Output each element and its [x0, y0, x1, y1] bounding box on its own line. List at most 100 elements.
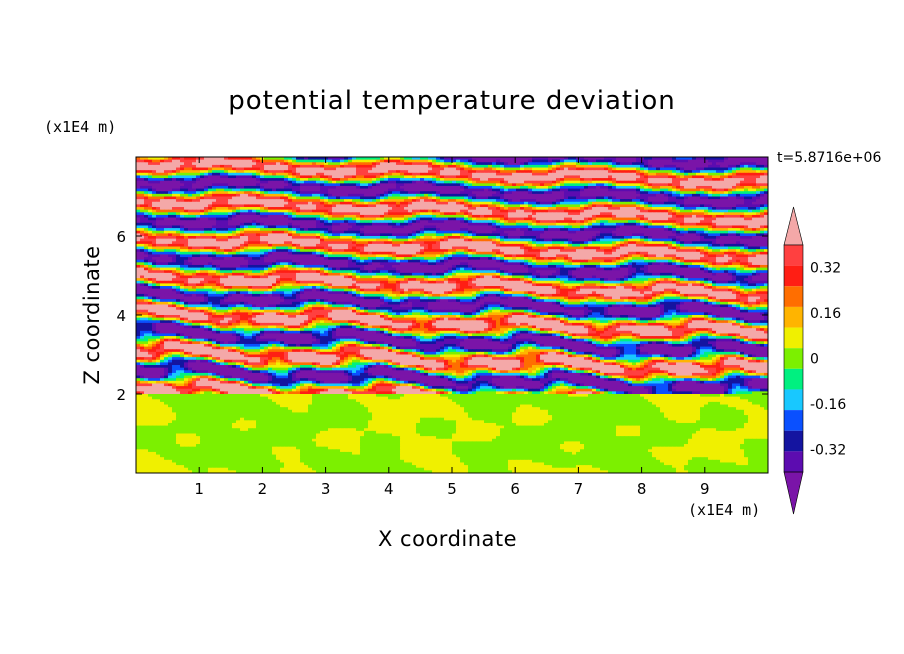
contour-cell — [520, 228, 524, 231]
contour-cell — [224, 218, 228, 221]
contour-cell — [396, 220, 400, 223]
contour-cell — [288, 165, 292, 168]
contour-cell — [760, 165, 764, 168]
contour-cell — [460, 168, 464, 171]
contour-cell — [196, 220, 200, 223]
contour-cell — [288, 160, 292, 163]
contour-cell — [400, 220, 404, 223]
contour-cell — [212, 189, 216, 192]
contour-cell — [332, 189, 336, 192]
contour-cell — [572, 191, 576, 194]
contour-cell — [576, 181, 580, 184]
contour-cell — [220, 218, 224, 221]
contour-cell — [400, 162, 404, 165]
contour-cell — [720, 225, 724, 228]
contour-cell — [264, 186, 268, 189]
contour-cell — [756, 178, 760, 181]
contour-cell — [204, 225, 208, 228]
contour-cell — [324, 218, 328, 221]
contour-cell — [692, 204, 696, 207]
contour-cell — [488, 194, 492, 197]
contour-cell — [464, 236, 468, 239]
contour-cell — [372, 231, 376, 234]
contour-cell — [448, 165, 452, 168]
contour-cell — [204, 233, 208, 236]
contour-cell — [540, 228, 544, 231]
contour-cell — [568, 228, 572, 231]
contour-cell — [668, 186, 672, 189]
contour-cell — [228, 175, 232, 178]
contour-cell — [520, 202, 524, 205]
contour-cell — [420, 231, 424, 234]
contour-cell — [356, 162, 360, 165]
contour-cell — [408, 233, 412, 236]
contour-cell — [684, 233, 688, 236]
contour-cell — [732, 170, 736, 173]
contour-cell — [268, 202, 272, 205]
contour-cell — [716, 215, 720, 218]
contour-cell — [404, 228, 408, 231]
contour-cell — [744, 165, 748, 168]
contour-cell — [512, 183, 516, 186]
contour-cell — [224, 178, 228, 181]
contour-cell — [292, 162, 296, 165]
contour-cell — [488, 210, 492, 213]
contour-cell — [168, 175, 172, 178]
contour-cell — [720, 212, 724, 215]
contour-cell — [596, 173, 600, 176]
contour-cell — [372, 168, 376, 171]
contour-cell — [696, 225, 700, 228]
contour-cell — [624, 215, 628, 218]
contour-cell — [192, 199, 196, 202]
contour-cell — [216, 173, 220, 176]
contour-cell — [384, 189, 388, 192]
contour-cell — [656, 189, 660, 192]
contour-cell — [228, 199, 232, 202]
contour-cell — [240, 175, 244, 178]
contour-cell — [604, 215, 608, 218]
contour-cell — [484, 162, 488, 165]
contour-cell — [528, 168, 532, 171]
contour-cell — [516, 210, 520, 213]
contour-cell — [204, 220, 208, 223]
contour-cell — [588, 215, 592, 218]
contour-cell — [424, 191, 428, 194]
contour-cell — [700, 165, 704, 168]
contour-cell — [436, 239, 440, 242]
contour-cell — [204, 228, 208, 231]
contour-cell — [596, 210, 600, 213]
contour-cell — [136, 225, 140, 228]
contour-cell — [312, 204, 316, 207]
contour-cell — [504, 223, 508, 226]
contour-cell — [612, 160, 616, 163]
contour-cell — [620, 181, 624, 184]
contour-cell — [540, 202, 544, 205]
contour-cell — [220, 162, 224, 165]
contour-cell — [620, 204, 624, 207]
contour-cell — [500, 183, 504, 186]
contour-cell — [672, 168, 676, 171]
contour-cell — [284, 215, 288, 218]
contour-cell — [472, 202, 476, 205]
contour-cell — [688, 173, 692, 176]
contour-cell — [240, 218, 244, 221]
contour-cell — [712, 233, 716, 236]
contour-cell — [192, 220, 196, 223]
contour-cell — [336, 212, 340, 215]
contour-cell — [492, 212, 496, 215]
contour-cell — [392, 233, 396, 236]
contour-cell — [284, 199, 288, 202]
contour-cell — [580, 202, 584, 205]
contour-cell — [284, 168, 288, 171]
contour-cell — [404, 239, 408, 242]
contour-cell — [404, 181, 408, 184]
contour-cell — [344, 183, 348, 186]
contour-cell — [440, 204, 444, 207]
contour-cell — [212, 186, 216, 189]
contour-cell — [616, 175, 620, 178]
contour-cell — [292, 225, 296, 228]
contour-cell — [656, 183, 660, 186]
contour-cell — [368, 210, 372, 213]
contour-cell — [508, 239, 512, 242]
contour-cell — [700, 212, 704, 215]
